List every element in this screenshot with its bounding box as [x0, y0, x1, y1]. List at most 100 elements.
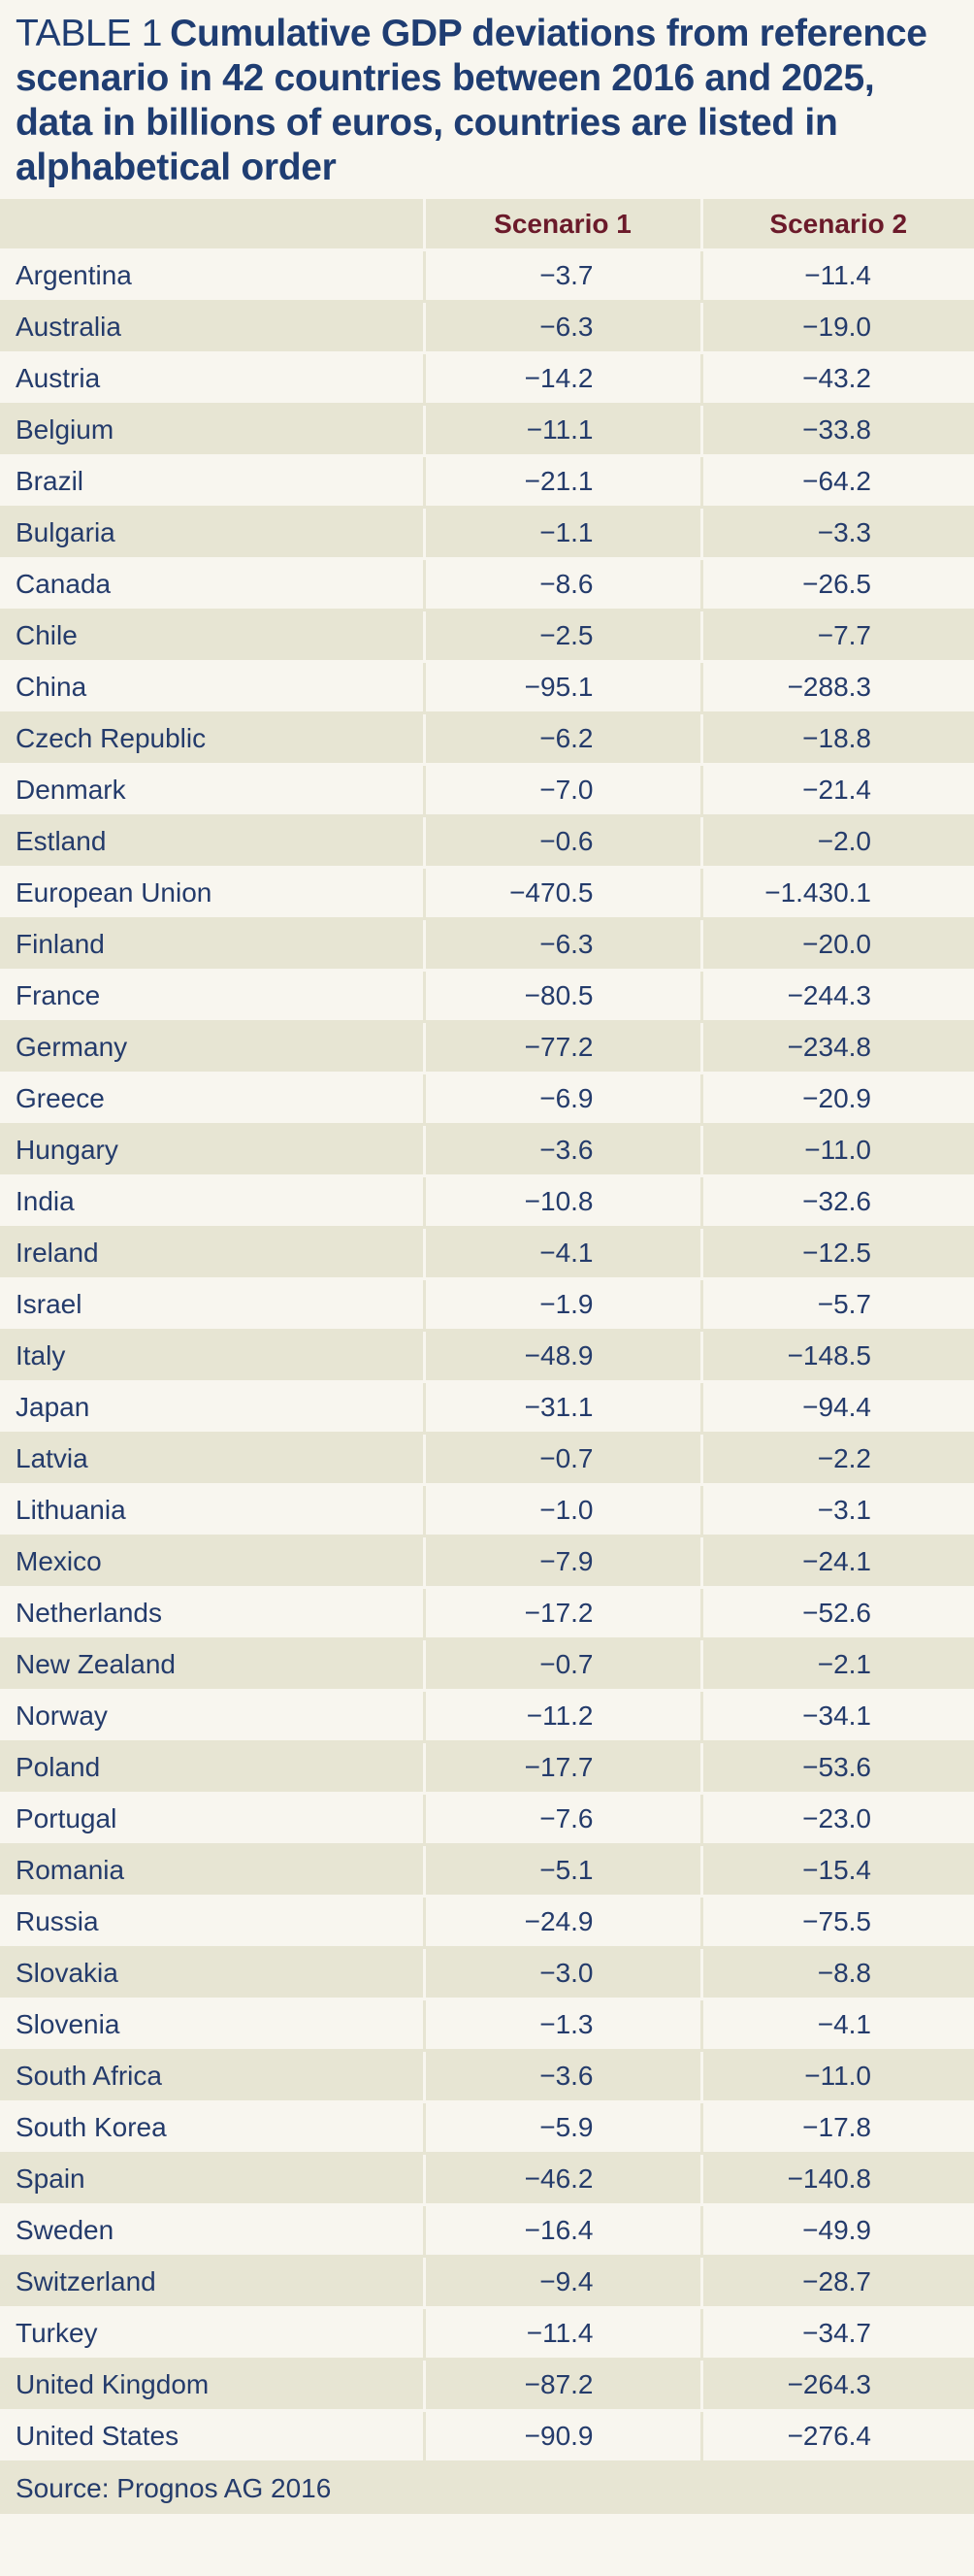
scenario-1-value: −5.1	[422, 1844, 701, 1898]
country-name: Lithuania	[0, 1484, 424, 1537]
scenario-2-value: −3.1	[699, 1484, 974, 1537]
table-row: Slovenia −1.3 −4.1	[0, 1998, 974, 2052]
scenario-2-value: −26.5	[699, 558, 974, 611]
scenario-2-value: −7.7	[699, 610, 974, 663]
table-row: Czech Republic −6.2 −18.8	[0, 712, 974, 766]
table-number: TABLE 1	[16, 13, 163, 54]
country-name: South Africa	[0, 2050, 424, 2103]
scenario-1-value: −5.9	[422, 2101, 701, 2155]
scenario-2-value: −244.3	[699, 970, 974, 1023]
country-name: Ireland	[0, 1227, 424, 1280]
country-name: Latvia	[0, 1433, 424, 1486]
table-row: United States −90.9 −276.4	[0, 2410, 974, 2463]
scenario-2-value: −94.4	[699, 1381, 974, 1435]
scenario-1-value: −1.0	[422, 1484, 701, 1537]
country-name: United Kingdom	[0, 2359, 424, 2412]
country-name: South Korea	[0, 2101, 424, 2155]
scenario-1-value: −3.7	[422, 249, 701, 303]
country-name: Chile	[0, 610, 424, 663]
scenario-2-value: −5.7	[699, 1278, 974, 1332]
scenario-1-value: −24.9	[422, 1896, 701, 1949]
country-name: Norway	[0, 1690, 424, 1743]
scenario-1-value: −7.6	[422, 1793, 701, 1846]
scenario-2-value: −11.0	[699, 1124, 974, 1177]
table-row: France −80.5 −244.3	[0, 970, 974, 1023]
country-name: Belgium	[0, 404, 424, 457]
header-scenario-1: Scenario 1	[422, 199, 701, 251]
scenario-1-value: −17.7	[422, 1741, 701, 1795]
country-name: Brazil	[0, 455, 424, 509]
table-row: Russia −24.9 −75.5	[0, 1896, 974, 1949]
table-row: Poland −17.7 −53.6	[0, 1741, 974, 1795]
scenario-1-value: −9.4	[422, 2256, 701, 2309]
country-name: Sweden	[0, 2204, 424, 2258]
scenario-1-value: −6.3	[422, 918, 701, 972]
scenario-1-value: −8.6	[422, 558, 701, 611]
scenario-2-value: −288.3	[699, 661, 974, 714]
country-name: Slovenia	[0, 1998, 424, 2052]
scenario-2-value: −1.430.1	[699, 867, 974, 920]
table-row: Finland −6.3 −20.0	[0, 918, 974, 972]
scenario-1-value: −31.1	[422, 1381, 701, 1435]
table-row: Bulgaria −1.1 −3.3	[0, 507, 974, 560]
scenario-1-value: −77.2	[422, 1021, 701, 1074]
table-row: India −10.8 −32.6	[0, 1175, 974, 1229]
scenario-1-value: −17.2	[422, 1587, 701, 1640]
table-row: Canada −8.6 −26.5	[0, 558, 974, 611]
table-row: Switzerland −9.4 −28.7	[0, 2256, 974, 2309]
country-name: Turkey	[0, 2307, 424, 2361]
table-row: Netherlands −17.2 −52.6	[0, 1587, 974, 1640]
table-row: United Kingdom −87.2 −264.3	[0, 2359, 974, 2412]
country-name: Greece	[0, 1073, 424, 1126]
scenario-1-value: −16.4	[422, 2204, 701, 2258]
scenario-1-value: −4.1	[422, 1227, 701, 1280]
country-name: France	[0, 970, 424, 1023]
scenario-1-value: −80.5	[422, 970, 701, 1023]
scenario-2-value: −34.1	[699, 1690, 974, 1743]
scenario-1-value: −6.2	[422, 712, 701, 766]
scenario-1-value: −3.6	[422, 2050, 701, 2103]
country-name: United States	[0, 2410, 424, 2463]
table-row: China −95.1 −288.3	[0, 661, 974, 714]
scenario-2-value: −20.9	[699, 1073, 974, 1126]
country-name: Romania	[0, 1844, 424, 1898]
country-name: Italy	[0, 1330, 424, 1383]
table-row: Romania −5.1 −15.4	[0, 1844, 974, 1898]
table-row: Denmark −7.0 −21.4	[0, 764, 974, 817]
country-name: Canada	[0, 558, 424, 611]
table-row: Australia −6.3 −19.0	[0, 301, 974, 354]
scenario-2-value: −264.3	[699, 2359, 974, 2412]
scenario-2-value: −19.0	[699, 301, 974, 354]
scenario-1-value: −14.2	[422, 352, 701, 406]
scenario-2-value: −148.5	[699, 1330, 974, 1383]
scenario-1-value: −87.2	[422, 2359, 701, 2412]
scenario-1-value: −48.9	[422, 1330, 701, 1383]
scenario-2-value: −33.8	[699, 404, 974, 457]
scenario-2-value: −53.6	[699, 1741, 974, 1795]
country-name: Switzerland	[0, 2256, 424, 2309]
scenario-2-value: −28.7	[699, 2256, 974, 2309]
scenario-2-value: −276.4	[699, 2410, 974, 2463]
scenario-2-value: −52.6	[699, 1587, 974, 1640]
scenario-1-value: −1.9	[422, 1278, 701, 1332]
table-row: Greece −6.9 −20.9	[0, 1073, 974, 1126]
country-name: India	[0, 1175, 424, 1229]
table-row: Chile −2.5 −7.7	[0, 610, 974, 663]
table-row: Latvia −0.7 −2.2	[0, 1433, 974, 1486]
scenario-2-value: −18.8	[699, 712, 974, 766]
country-name: Australia	[0, 301, 424, 354]
header-row: Scenario 1 Scenario 2	[0, 199, 974, 251]
table-row: Israel −1.9 −5.7	[0, 1278, 974, 1332]
scenario-2-value: −49.9	[699, 2204, 974, 2258]
scenario-2-value: −23.0	[699, 1793, 974, 1846]
scenario-1-value: −11.2	[422, 1690, 701, 1743]
table-row: Norway −11.2 −34.1	[0, 1690, 974, 1743]
scenario-1-value: −3.6	[422, 1124, 701, 1177]
table-row: Sweden −16.4 −49.9	[0, 2204, 974, 2258]
table-row: South Korea −5.9 −17.8	[0, 2101, 974, 2155]
scenario-1-value: −0.7	[422, 1433, 701, 1486]
country-name: European Union	[0, 867, 424, 920]
header-country	[0, 199, 424, 251]
country-name: Slovakia	[0, 1947, 424, 2000]
